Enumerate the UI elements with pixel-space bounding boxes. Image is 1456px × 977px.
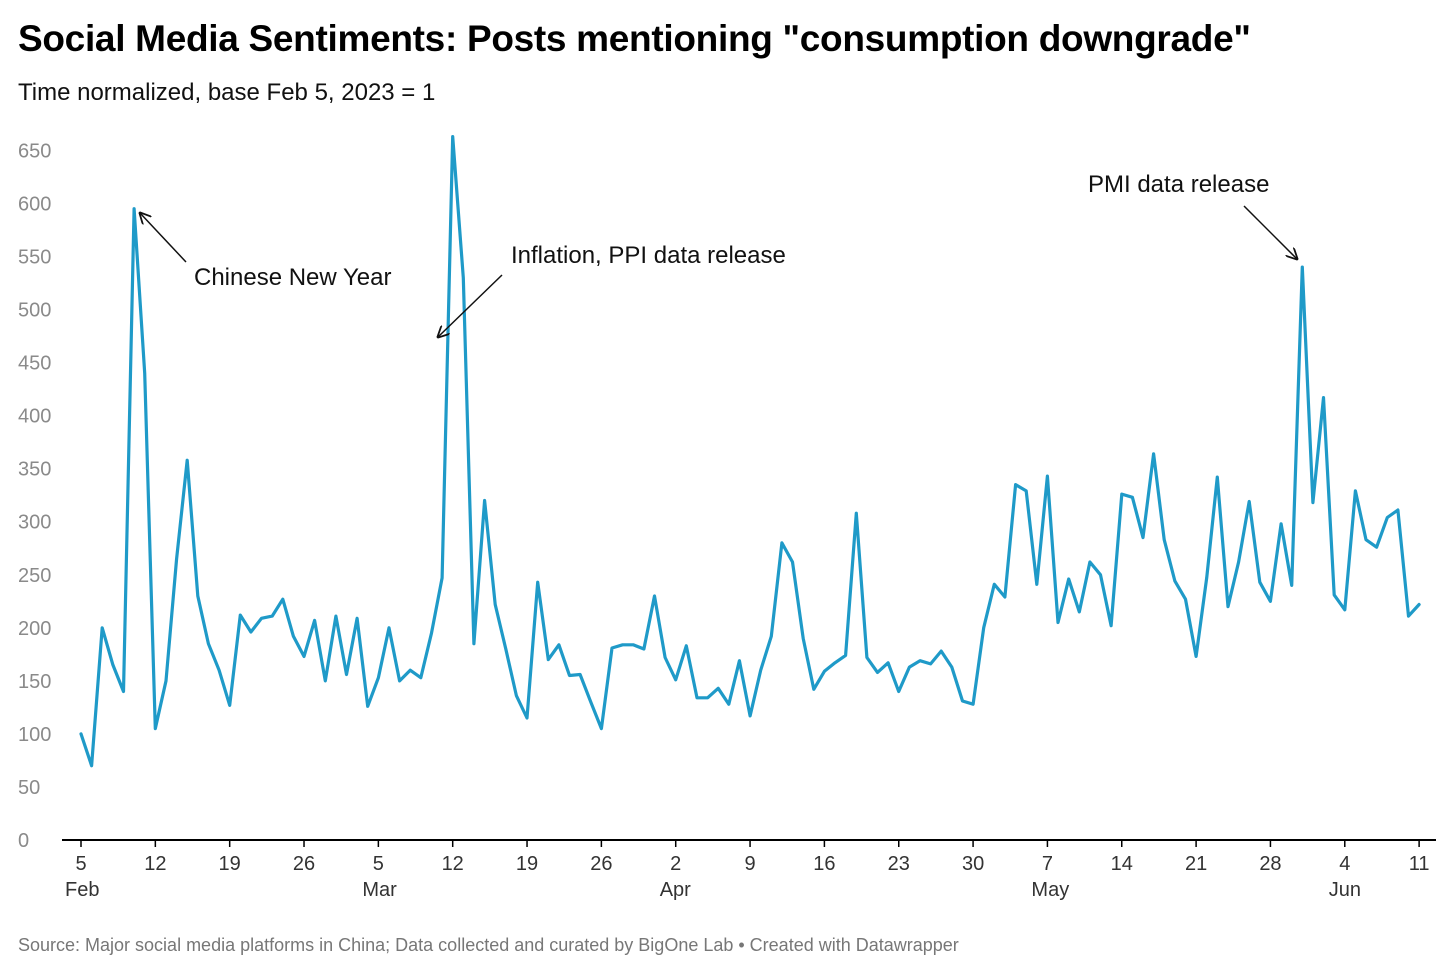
y-axis: 0 50 100 150 200 250 300 350 400 450 500 550 600 650	[18, 140, 51, 852]
series-line	[79, 135, 1421, 768]
x-tick-label: 12	[144, 853, 166, 875]
y-tick-label: 300	[18, 512, 51, 534]
x-tick-label: 23	[888, 853, 910, 875]
x-tick-label: 5	[373, 853, 384, 875]
chart-subtitle: Time normalized, base Feb 5, 2023 = 1	[18, 79, 436, 106]
x-tick-label: 16	[813, 853, 835, 875]
x-month-label: May	[1031, 879, 1069, 901]
x-month-label: Jun	[1329, 879, 1361, 901]
x-tick-label: 5	[75, 853, 86, 875]
x-tick-label: 4	[1339, 853, 1350, 875]
x-tick-label: 26	[293, 853, 315, 875]
x-tick-label: 14	[1111, 853, 1133, 875]
y-tick-label: 0	[18, 830, 29, 852]
y-tick-label: 550	[18, 246, 51, 268]
x-tick-label: 19	[219, 853, 241, 875]
annotation-label: PMI data release	[1088, 171, 1269, 198]
y-tick-label: 600	[18, 193, 51, 215]
x-month-label: Mar	[362, 879, 397, 901]
y-tick-label: 400	[18, 406, 51, 428]
x-tick-label: 30	[962, 853, 984, 875]
annotation-arrow	[438, 274, 503, 337]
y-tick-label: 650	[18, 140, 51, 162]
x-tick-label: 9	[744, 853, 755, 875]
x-tick-label: 21	[1185, 853, 1207, 875]
annotation-arrow	[140, 213, 187, 263]
x-tick-label: 19	[516, 853, 538, 875]
x-tick-label: 12	[442, 853, 464, 875]
series-line-path	[79, 135, 1421, 768]
y-tick-label: 50	[18, 777, 40, 799]
x-axis: 5 Feb 12 19 26 5 Mar 12 19 26 2 Apr 9 16 23 30 7 May 14 21 2…	[62, 839, 1436, 901]
y-tick-label: 150	[18, 671, 51, 693]
source-note: Source: Major social media platforms in …	[18, 935, 959, 955]
x-month-label: Feb	[65, 879, 99, 901]
y-tick-label: 200	[18, 618, 51, 640]
y-tick-label: 450	[18, 353, 51, 375]
x-tick-label: 11	[1409, 853, 1430, 875]
annotations: Chinese New Year Inflation, PPI data rele…	[140, 171, 1297, 337]
annotation-label: Chinese New Year	[194, 264, 391, 291]
annotation-label: Inflation, PPI data release	[511, 242, 786, 269]
x-tick-label: 2	[670, 853, 681, 875]
chart-title: Social Media Sentiments: Posts mentionin…	[18, 18, 1251, 59]
y-tick-label: 100	[18, 724, 51, 746]
x-tick-label: 26	[590, 853, 612, 875]
annotation-arrow	[1243, 205, 1297, 259]
y-tick-label: 350	[18, 459, 51, 481]
y-tick-label: 250	[18, 565, 51, 587]
x-tick-label: 7	[1042, 853, 1053, 875]
y-tick-label: 500	[18, 300, 51, 322]
x-tick-label: 28	[1259, 853, 1281, 875]
x-month-label: Apr	[660, 879, 691, 901]
